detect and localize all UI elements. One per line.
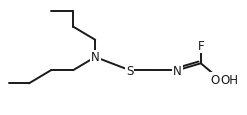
Text: F: F xyxy=(198,40,204,53)
Text: O: O xyxy=(210,74,219,87)
Text: S: S xyxy=(126,64,133,77)
Text: OH: OH xyxy=(221,74,239,87)
Text: H: H xyxy=(228,74,237,87)
Text: N: N xyxy=(91,51,100,64)
Text: N: N xyxy=(173,64,182,77)
